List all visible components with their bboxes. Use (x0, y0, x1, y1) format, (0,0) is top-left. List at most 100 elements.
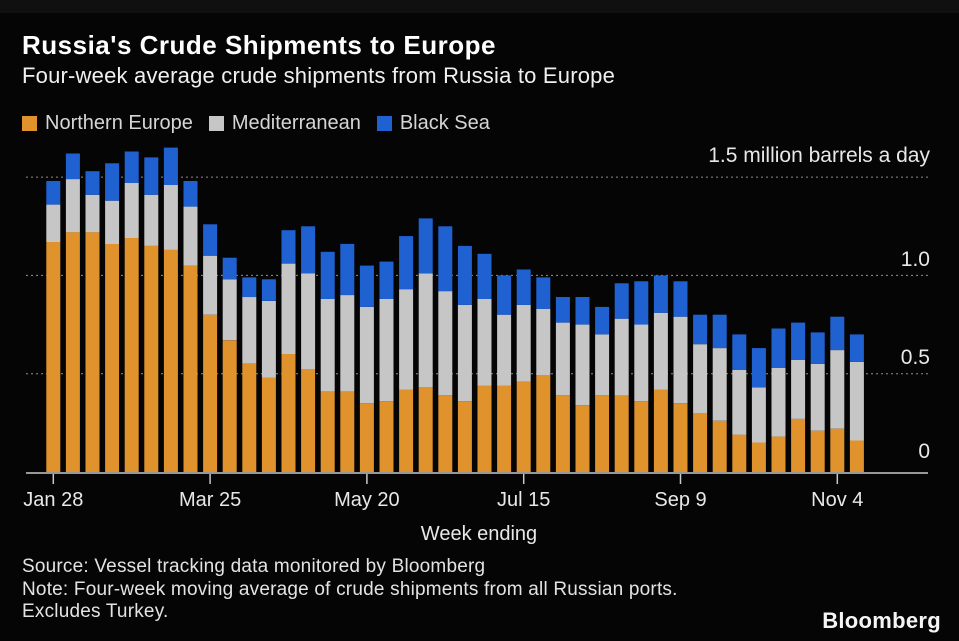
bar-aug-5-black-sea (575, 297, 590, 325)
bar-aug-12-black-sea (595, 306, 610, 335)
bar-mar-25-black-sea (203, 224, 218, 256)
bar-apr-8-mediterranean (242, 297, 257, 364)
y-tick-label-0-5: 0.5 (900, 346, 930, 369)
bar-apr-22-black-sea (281, 230, 296, 264)
legend-label-mediterranean: Mediterranean (231, 112, 361, 134)
bar-nov-4-mediterranean (830, 350, 845, 429)
bar-aug-26-black-sea (634, 281, 649, 325)
bar-apr-1-northern-europe (222, 340, 237, 472)
bar-may-6-black-sea (320, 251, 335, 299)
bar-may-27-mediterranean (379, 299, 394, 402)
bar-feb-25-black-sea (124, 151, 139, 183)
y-tick-label-1-0: 1.0 (900, 248, 930, 271)
bar-oct-14-black-sea (771, 328, 786, 368)
legend-swatch-black-sea (376, 116, 392, 131)
bar-mar-4-black-sea (144, 157, 159, 195)
x-tick-label-nov-4: Nov 4 (811, 489, 864, 511)
bar-oct-7-mediterranean (751, 387, 766, 443)
bar-apr-29-northern-europe (301, 369, 316, 472)
bar-apr-15-mediterranean (261, 301, 276, 378)
bar-jul-22-mediterranean (536, 308, 551, 376)
bar-feb-11-mediterranean (85, 194, 100, 233)
x-tick-label-may-20: May 20 (334, 489, 400, 511)
bar-aug-26-mediterranean (634, 324, 649, 402)
bar-jul-15-mediterranean (516, 304, 531, 382)
bar-aug-19-northern-europe (614, 395, 629, 472)
bar-apr-29-black-sea (301, 226, 316, 274)
bar-jul-8-black-sea (497, 275, 512, 315)
bar-feb-18-northern-europe (105, 243, 120, 472)
bar-aug-5-mediterranean (575, 324, 590, 406)
bar-mar-25-northern-europe (203, 314, 218, 472)
bar-apr-15-northern-europe (261, 377, 276, 472)
bar-sep-2-mediterranean (653, 312, 668, 390)
bar-aug-26-northern-europe (634, 401, 649, 472)
bar-oct-28-black-sea (810, 332, 825, 364)
bar-jun-3-mediterranean (399, 289, 414, 390)
y-tick-label-0: 0 (918, 440, 930, 463)
stacked-bar-plot (26, 147, 928, 484)
chart-title: Russia's Crude Shipments to Europe (22, 30, 496, 60)
bar-oct-28-northern-europe (810, 430, 825, 472)
bar-may-27-black-sea (379, 261, 394, 299)
bar-oct-14-mediterranean (771, 367, 786, 437)
bar-oct-21-black-sea (791, 322, 806, 360)
bar-jul-22-northern-europe (536, 375, 551, 472)
bar-jun-17-black-sea (438, 226, 453, 292)
bar-jun-3-black-sea (399, 236, 414, 290)
bar-apr-22-mediterranean (281, 263, 296, 354)
bar-sep-16-mediterranean (693, 344, 708, 413)
x-tick-label-sep-9: Sep 9 (654, 489, 707, 511)
bar-jul-29-black-sea (555, 297, 570, 323)
bar-mar-18-mediterranean (183, 206, 198, 266)
x-tick-label-jul-15: Jul 15 (497, 489, 551, 511)
bar-may-13-mediterranean (340, 295, 355, 392)
bar-apr-8-northern-europe (242, 363, 257, 472)
bar-feb-25-northern-europe (124, 238, 139, 472)
bar-may-13-black-sea (340, 243, 355, 295)
bar-aug-12-mediterranean (595, 334, 610, 396)
bar-sep-16-northern-europe (693, 413, 708, 472)
bar-feb-25-mediterranean (124, 183, 139, 238)
bar-jun-10-black-sea (418, 218, 433, 274)
bar-apr-15-black-sea (261, 279, 276, 301)
bar-sep-30-black-sea (732, 334, 747, 370)
chart-subtitle: Four-week average crude shipments from R… (22, 63, 616, 88)
bar-jul-22-black-sea (536, 277, 551, 309)
bar-aug-19-black-sea (614, 283, 629, 319)
bar-apr-22-northern-europe (281, 354, 296, 472)
bar-sep-9-black-sea (673, 281, 688, 317)
legend: Northern Europe Mediterranean Black Sea (22, 112, 490, 135)
bar-feb-18-mediterranean (105, 200, 120, 244)
bar-mar-25-mediterranean (203, 255, 218, 315)
bar-sep-30-mediterranean (732, 369, 747, 435)
bar-nov-11-northern-europe (849, 440, 864, 472)
bar-sep-16-black-sea (693, 314, 708, 345)
x-axis-title: Week ending (420, 523, 538, 545)
bar-jun-10-mediterranean (418, 273, 433, 388)
bar-jul-1-mediterranean (477, 299, 492, 386)
bar-sep-9-mediterranean (673, 316, 688, 404)
bar-jul-1-black-sea (477, 253, 492, 299)
bar-jun-24-northern-europe (457, 401, 472, 472)
bar-oct-14-northern-europe (771, 436, 786, 472)
bar-oct-28-mediterranean (810, 363, 825, 431)
bar-may-6-mediterranean (320, 299, 335, 392)
bar-jan-28-northern-europe (46, 242, 61, 472)
x-tick-label-jan-28: Jan 28 (23, 489, 84, 511)
bar-may-20-black-sea (359, 265, 374, 307)
bar-jul-15-northern-europe (516, 381, 531, 472)
legend-label-northern-europe: Northern Europe (45, 112, 193, 134)
bar-jul-1-northern-europe (477, 385, 492, 472)
bar-nov-11-black-sea (849, 334, 864, 362)
bar-oct-21-northern-europe (791, 418, 806, 472)
note-line-2: Excludes Turkey. (22, 601, 169, 622)
bar-jun-24-black-sea (457, 245, 472, 305)
bar-sep-2-black-sea (653, 275, 668, 313)
bar-apr-1-black-sea (222, 257, 237, 280)
legend-item-black-sea: Black Sea (376, 112, 490, 135)
bar-jun-17-northern-europe (438, 395, 453, 472)
bar-jan-28-black-sea (46, 181, 61, 205)
bar-oct-7-northern-europe (751, 442, 766, 472)
top-strip (0, 0, 959, 13)
